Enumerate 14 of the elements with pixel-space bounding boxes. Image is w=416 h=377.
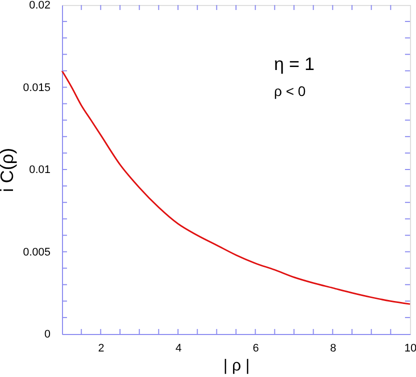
x-axis-title: | ρ | (223, 358, 250, 374)
annotation: η = 1 (274, 54, 315, 74)
y-tick-label: 0.005 (22, 246, 50, 258)
x-tick-label: 2 (98, 342, 104, 354)
x-tick-label: 10 (404, 342, 416, 354)
y-tick-label: 0 (44, 328, 50, 340)
x-tick-label: 6 (252, 342, 259, 354)
y-axis-title: i C(ρ) (0, 148, 17, 192)
y-tick-label: 0.01 (29, 164, 50, 176)
y-tick-label: 0.015 (22, 82, 50, 94)
y-tick-label: 0.02 (29, 0, 50, 12)
x-tick-label: 8 (330, 342, 336, 354)
x-tick-label: 4 (175, 342, 182, 354)
annotation: ρ < 0 (274, 83, 306, 99)
